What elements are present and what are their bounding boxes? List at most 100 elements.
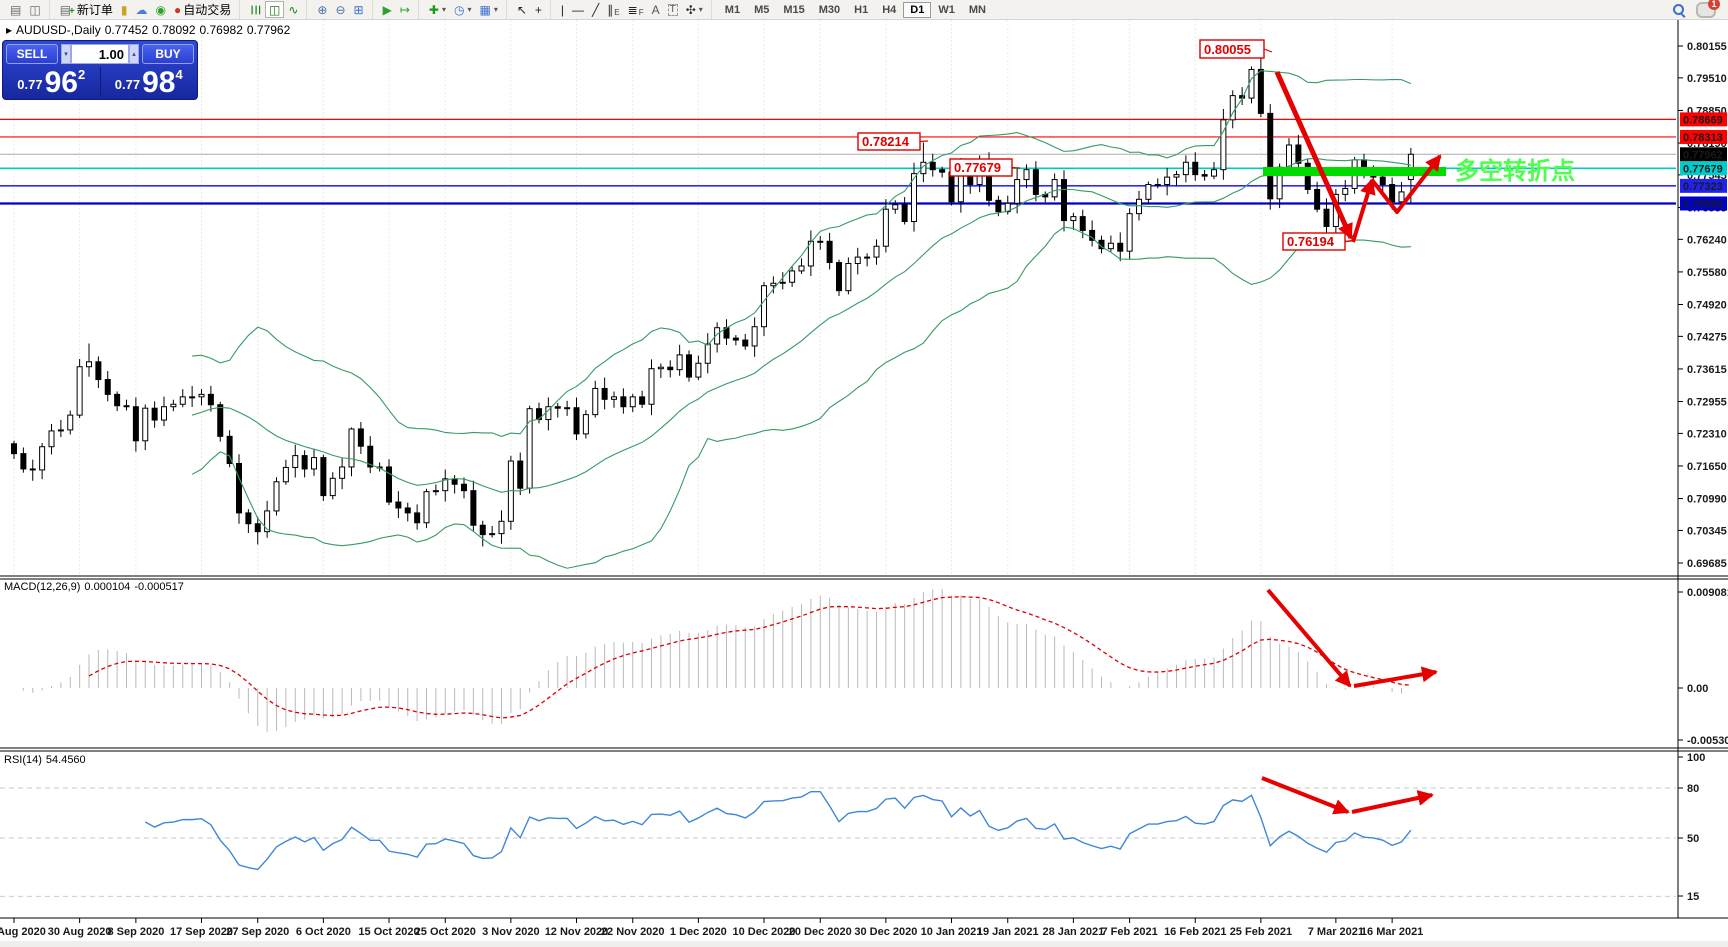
notification-badge: 1: [1708, 0, 1720, 10]
volume-stepper: ▾ ▴: [61, 44, 139, 64]
periods-icon: ◷: [453, 2, 465, 17]
channel-button[interactable]: ∥ E: [603, 1, 623, 18]
timeframe-group: M1 M5 M15 M30 H1 H4 D1 W1 MN: [710, 0, 997, 19]
new-chart-button[interactable]: ▤: [6, 1, 25, 18]
template-button-dropdown-icon[interactable]: ▾: [493, 5, 498, 14]
candle-body: [86, 361, 92, 368]
text-icon: A: [651, 2, 660, 17]
collapse-marker-icon[interactable]: ▸: [6, 23, 13, 37]
rsi-flat-arrow: [1351, 790, 1434, 814]
volume-increase-button[interactable]: ▴: [129, 44, 139, 64]
candle-body: [517, 460, 524, 489]
line-chart-button[interactable]: ∿: [284, 1, 302, 18]
svg-text:10 Dec 2020: 10 Dec 2020: [733, 926, 796, 938]
candle-body: [611, 396, 617, 400]
zoom-in-button[interactable]: ⊕: [313, 1, 331, 18]
indicators-button-dropdown-icon[interactable]: ▾: [441, 5, 446, 14]
chart-shift-button[interactable]: ↦: [396, 1, 414, 18]
candle-body: [1211, 169, 1217, 177]
trendline-button[interactable]: ╱: [588, 1, 603, 18]
timeframe-m1-button[interactable]: M1: [718, 2, 747, 18]
horizontal-line-button[interactable]: —: [568, 1, 588, 18]
sell-price[interactable]: 0.77 96 2: [3, 67, 101, 97]
periods-button-dropdown-icon[interactable]: ▾: [467, 5, 472, 14]
tile-windows-button[interactable]: ⊞: [350, 1, 368, 18]
text-button[interactable]: A: [648, 1, 664, 18]
sell-button[interactable]: SELL: [6, 44, 58, 64]
candle-body: [1267, 112, 1274, 200]
zoom-group: ⊕ ⊖ ⊞: [306, 0, 371, 19]
candle-body: [1229, 95, 1236, 121]
candle-body: [854, 256, 861, 265]
bar-chart-button[interactable]: ☰: [246, 1, 265, 18]
candle-body: [292, 455, 299, 468]
candle-body: [123, 405, 130, 408]
ohlc-close: 0.77962: [246, 23, 291, 37]
signals-button[interactable]: ◉: [152, 1, 170, 18]
candle-body: [451, 478, 458, 485]
arrows-button[interactable]: ✣ ▾: [682, 1, 707, 18]
candle-body: [826, 240, 833, 264]
search-icon[interactable]: [1672, 3, 1686, 17]
fibonacci-button[interactable]: ≣ F: [624, 1, 648, 18]
text-label-button[interactable]: T: [664, 1, 682, 18]
arrows-button-dropdown-icon[interactable]: ▾: [698, 5, 703, 14]
cursor-button[interactable]: ↖: [513, 1, 531, 18]
svg-text:27 Sep 2020: 27 Sep 2020: [226, 926, 289, 938]
timeframe-h4-button[interactable]: H4: [875, 2, 903, 18]
autotrading-button[interactable]: ● 自动交易: [170, 1, 235, 18]
volume-decrease-button[interactable]: ▾: [61, 44, 71, 64]
svg-text:25 Oct 2020: 25 Oct 2020: [415, 926, 476, 938]
candle-body: [1070, 216, 1077, 222]
auto-scroll-button[interactable]: ▶: [379, 1, 396, 18]
timeframe-d1-button[interactable]: D1: [903, 1, 932, 18]
candle-body: [1295, 144, 1302, 164]
timeframe-m15-button[interactable]: M15: [776, 2, 811, 18]
svg-text:10 Jan 2021: 10 Jan 2021: [921, 926, 983, 938]
new-order-button[interactable]: ▤ + 新订单: [56, 1, 117, 18]
profiles-icon: ◫: [29, 2, 41, 17]
price-label-leader: [919, 140, 929, 143]
buy-button[interactable]: BUY: [142, 44, 194, 64]
candle-body: [254, 523, 261, 533]
timeframe-m5-button[interactable]: M5: [747, 2, 776, 18]
crosshair-button[interactable]: +: [531, 1, 546, 18]
template-button[interactable]: ▦ ▾: [475, 1, 501, 18]
zoom-out-button[interactable]: ⊖: [331, 1, 349, 18]
timeframe-h1-button[interactable]: H1: [847, 2, 875, 18]
candle-body: [189, 396, 196, 399]
candle-body: [1126, 213, 1133, 252]
market-watch-button[interactable]: ☁: [132, 1, 152, 18]
history-center-button[interactable]: ▮: [117, 1, 132, 18]
periods-button[interactable]: ◷ ▾: [450, 1, 476, 18]
chart-title: ▸ AUDUSD-,Daily 0.77452 0.78092 0.76982 0.779…: [6, 23, 294, 37]
indicators-button[interactable]: ✚ ▾: [425, 1, 450, 18]
candle-body: [57, 429, 64, 432]
tile-windows-icon: ⊞: [353, 2, 364, 17]
volume-input[interactable]: [71, 44, 129, 64]
candle-body: [1248, 68, 1255, 99]
timeframe-w1-button[interactable]: W1: [931, 2, 962, 18]
svg-text:19 Jan 2021: 19 Jan 2021: [977, 926, 1039, 938]
candle-body: [226, 435, 233, 465]
timeframe-mn-button[interactable]: MN: [962, 2, 993, 18]
price-badge: [1680, 112, 1727, 127]
candle-body: [1389, 184, 1396, 203]
candle-body: [1379, 176, 1386, 186]
candle-body: [1314, 188, 1321, 210]
profiles-button[interactable]: ◫: [25, 1, 44, 18]
vertical-line-button[interactable]: |: [557, 1, 568, 18]
timeframe-m30-button[interactable]: M30: [812, 2, 847, 18]
candle-body: [648, 368, 655, 405]
zoom-in-icon: ⊕: [317, 2, 328, 17]
candlestick-button[interactable]: ◫: [265, 1, 285, 18]
svg-text:12 Nov 2020: 12 Nov 2020: [545, 926, 609, 938]
buy-price[interactable]: 0.77 98 4: [114, 65, 183, 99]
objects-group: | — ╱ ∥ E ≣ F A T ✣ ▾: [549, 0, 711, 19]
rebound-up-arrow: [1351, 178, 1376, 243]
candle-body: [761, 285, 767, 328]
candle-body: [714, 327, 721, 345]
candle-body: [1061, 179, 1067, 222]
notifications-icon[interactable]: 1: [1696, 0, 1720, 18]
